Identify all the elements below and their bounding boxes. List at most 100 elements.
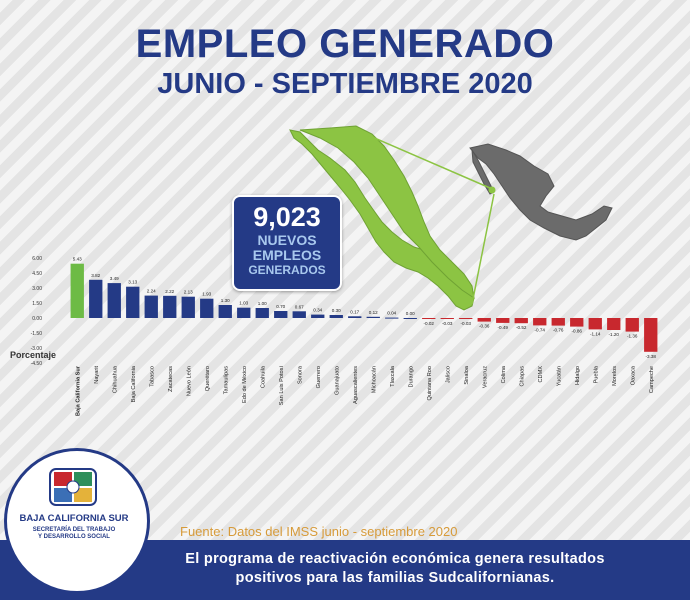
page-title: EMPLEO GENERADO [135, 22, 555, 66]
bar [255, 308, 269, 318]
y-axis: 6.00 4.50 3.00 1.50 0.00 -1.50 -3.00 -4.50 [31, 256, 43, 367]
bar [551, 318, 565, 326]
logo-dept-line-2: Y DESARROLLO SOCIAL [38, 534, 110, 540]
category-label: Baja California [131, 365, 137, 402]
data-label: 0.17 [350, 309, 359, 314]
new-jobs-line2: EMPLEOS [252, 247, 322, 263]
data-label: -0.03 [461, 321, 472, 326]
category-label: Oaxaca [630, 365, 636, 385]
bar [607, 318, 621, 330]
bar [329, 315, 343, 318]
bar [422, 318, 436, 319]
category-label: Tabasco [149, 366, 155, 387]
connector-line-top [355, 129, 491, 189]
bar [292, 311, 306, 318]
data-label: 0.67 [295, 304, 304, 309]
data-label: 5.43 [73, 257, 82, 262]
category-label: Baja California Sur [75, 365, 81, 416]
data-label: 0.34 [313, 308, 322, 313]
category-label: Veracruz [482, 366, 488, 388]
data-label: -0.49 [498, 325, 509, 330]
category-labels: Baja California Sur Nayarit Chihuahua Baja … [75, 365, 655, 416]
category-label: Jalisco [445, 366, 451, 383]
category-label: Tlaxcala [390, 365, 396, 387]
y-tick-label: -3.00 [31, 346, 43, 352]
category-label: Guerrero [316, 366, 322, 388]
bar [366, 316, 380, 318]
bcs-gulf-coast [299, 125, 475, 300]
bar [274, 311, 288, 318]
bar [533, 318, 547, 326]
category-label: Durango [408, 366, 414, 387]
bars [70, 263, 658, 352]
logo-department: SECRETARÍA DEL TRABAJO Y DESARROLLO SOCI… [14, 527, 134, 541]
bar [181, 296, 195, 318]
data-label: 3.13 [128, 280, 137, 285]
category-label: Chihuahua [112, 365, 118, 393]
value-labels: 5.43 3.82 3.49 3.13 2.24 2.22 2.13 1.93 1.30 1.03… [73, 257, 657, 359]
category-label: Michoacán [371, 366, 377, 393]
category-label: Hidalgo [575, 366, 581, 385]
coat-of-arms-emblem [49, 468, 97, 506]
data-label: -1.36 [627, 334, 638, 339]
bar [588, 318, 602, 330]
category-label: Zacatecas [168, 366, 174, 392]
bar [496, 318, 510, 323]
category-label: Querétaro [205, 366, 211, 391]
data-label: 1.30 [221, 298, 230, 303]
footer-message: El programa de reactivación económica ge… [120, 550, 670, 588]
bar [459, 318, 473, 319]
bar [644, 318, 658, 352]
bar [570, 318, 584, 327]
category-label: Tamaulipas [223, 366, 229, 394]
bar [348, 316, 362, 318]
bar [311, 314, 325, 318]
y-axis-label: Porcentaje [10, 350, 56, 360]
bar [107, 283, 121, 318]
bar [440, 318, 454, 319]
bar [218, 305, 232, 318]
data-label: 1.03 [239, 301, 248, 306]
category-label: Nayarit [94, 366, 100, 384]
mexico-map-shape [469, 143, 613, 241]
bar [200, 298, 214, 318]
category-label: Puebla [593, 365, 599, 383]
bar [403, 318, 417, 319]
category-label: Sinaloa [464, 365, 470, 385]
y-tick-label: -4.50 [31, 361, 43, 367]
data-label: -1.14 [590, 331, 601, 336]
page-subtitle: JUNIO - SEPTIEMBRE 2020 [157, 68, 533, 100]
category-label: Guanajuato [334, 366, 340, 395]
category-label: Chiapas [519, 366, 525, 387]
data-label: 0.30 [332, 308, 341, 313]
category-label: Edo de México [242, 366, 248, 403]
y-tick-label: 1.50 [32, 301, 42, 307]
data-label: -3.38 [646, 354, 657, 359]
new-jobs-line3: GENERADOS [248, 263, 326, 277]
connector-line-bottom [471, 193, 495, 305]
category-label: Yucatán [556, 366, 562, 386]
data-label: 2.13 [184, 290, 193, 295]
category-label: Aguascalientes [353, 366, 359, 404]
data-label: 3.49 [110, 276, 119, 281]
category-label: Colima [501, 365, 507, 383]
bar [70, 263, 84, 318]
y-tick-label: 4.50 [32, 271, 42, 277]
data-label: -0.76 [553, 328, 564, 333]
data-label: 0.70 [276, 304, 285, 309]
data-label: 2.22 [165, 289, 174, 294]
category-label: Quintana Roo [427, 366, 433, 401]
new-jobs-number: 9,023 [253, 202, 321, 232]
data-label: -0.36 [479, 324, 490, 329]
logo-state-name: BAJA CALIFORNIA SUR [19, 513, 129, 524]
data-label: 3.82 [91, 273, 100, 278]
bar [89, 279, 103, 318]
bar [237, 307, 251, 318]
data-label: 2.24 [147, 289, 156, 294]
new-jobs-line1: NUEVOS [257, 232, 317, 248]
bar [126, 286, 140, 318]
y-tick-label: 0.00 [32, 316, 42, 322]
source-note: Fuente: Datos del IMSS junio - septiembr… [180, 524, 458, 539]
data-label: 1.00 [258, 301, 267, 306]
